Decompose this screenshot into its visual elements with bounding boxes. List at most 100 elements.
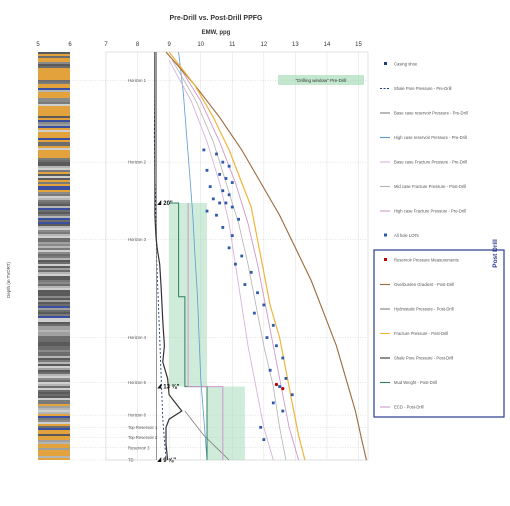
lithology-band xyxy=(38,262,70,264)
lithology-band xyxy=(38,346,70,348)
lithology-band xyxy=(38,100,70,102)
lot-point xyxy=(271,323,275,327)
lithology-band xyxy=(38,352,70,354)
lot-point xyxy=(227,246,231,250)
lithology-band xyxy=(38,370,70,372)
lithology-band xyxy=(38,336,70,338)
legend-swatch xyxy=(384,258,387,261)
lithology-band xyxy=(38,448,70,450)
lithology-band xyxy=(38,422,70,424)
lithology-band xyxy=(38,238,70,240)
lot-point xyxy=(230,205,234,209)
lithology-band xyxy=(38,362,70,364)
lithology-band xyxy=(38,394,70,396)
lithology-band xyxy=(38,176,70,178)
horizon-label: Horizon 3 xyxy=(128,237,147,242)
lithology-band xyxy=(38,216,70,218)
legend: Casing shoe Shale Pore Pressure - Pre-Dri… xyxy=(373,62,505,418)
lithology-band xyxy=(38,282,70,284)
lithology-band xyxy=(38,416,70,418)
lithology-band xyxy=(38,256,70,258)
lithology-band xyxy=(38,356,70,358)
lithology-band xyxy=(38,294,70,296)
lithology-band xyxy=(38,146,70,148)
lithology-band xyxy=(38,82,70,84)
lithology-band xyxy=(38,52,70,54)
horizon-label: TD xyxy=(128,458,134,463)
lithology-band xyxy=(38,178,70,180)
lithology-band xyxy=(38,426,70,428)
lithology-band xyxy=(38,300,70,302)
lithology-column xyxy=(38,52,70,460)
x-tick-label: 7 xyxy=(104,42,108,48)
lithology-band xyxy=(38,428,70,430)
chart-labels: Horizon 1 Horizon 2 Horizon 3 Horizon 4 Hori… xyxy=(128,75,364,464)
legend-label: Base case Fracture Pressure - Pre-Drill xyxy=(394,160,467,165)
lithology-band xyxy=(38,94,70,96)
series-lines xyxy=(153,51,367,461)
lithology-band xyxy=(38,444,70,446)
lithology-band xyxy=(38,314,70,316)
legend-label: Mud Weight - Post-Drill xyxy=(394,380,437,385)
lithology-band xyxy=(38,66,70,68)
legend-label: ECD - Post-Drill xyxy=(394,405,424,410)
lithology-band xyxy=(38,364,70,366)
lithology-band xyxy=(38,366,70,368)
x-tick-label: 10 xyxy=(197,42,204,48)
lithology-band xyxy=(38,130,70,132)
lithology-band xyxy=(38,220,70,222)
horizon-label: Horizon 4 xyxy=(128,335,147,340)
lithology-band xyxy=(38,200,70,202)
lithology-band xyxy=(38,234,70,236)
lithology-band xyxy=(38,286,70,288)
lithology-band xyxy=(38,88,70,90)
lithology-band xyxy=(38,156,70,158)
lithology-band xyxy=(38,140,70,142)
lithology-band xyxy=(38,420,70,422)
lot-point xyxy=(234,262,237,266)
lithology-band xyxy=(38,126,70,128)
lithology-band xyxy=(38,96,70,98)
legend-label: Casing shoe xyxy=(394,62,418,67)
lithology-band xyxy=(38,296,70,298)
lithology-band xyxy=(38,74,70,76)
lot-point xyxy=(215,213,218,217)
lithology-band xyxy=(38,412,70,414)
lithology-band xyxy=(38,270,70,272)
lithology-band xyxy=(38,342,70,344)
x-tick-label: 9 xyxy=(167,42,171,48)
lot-point xyxy=(221,189,225,193)
casing-shoe-marker xyxy=(157,199,162,205)
lithology-band xyxy=(38,218,70,220)
lithology-band xyxy=(38,70,70,72)
series-line xyxy=(171,59,287,461)
lot-point xyxy=(205,209,209,213)
lith-tick-label: 5 xyxy=(36,42,40,48)
lithology-band xyxy=(38,212,70,214)
lithology-band xyxy=(38,276,70,278)
lithology-band xyxy=(38,78,70,80)
lithology-band xyxy=(38,162,70,164)
lithology-band xyxy=(38,194,70,196)
lot-point xyxy=(218,173,222,176)
lithology-band xyxy=(38,170,70,172)
lithology-band xyxy=(38,58,70,60)
casing-label: 13 ⅜" xyxy=(163,385,179,391)
lithology-band xyxy=(38,150,70,152)
lithology-band xyxy=(38,116,70,118)
legend-label: High case Fracture Pressure - Pre-Drill xyxy=(394,209,466,214)
lithology-band xyxy=(38,410,70,412)
lithology-band xyxy=(38,446,70,448)
lithology-band xyxy=(38,402,70,404)
horizon-label: Horizon 2 xyxy=(128,160,147,165)
lot-point xyxy=(227,164,231,168)
lithology-band xyxy=(38,248,70,250)
lithology-band xyxy=(38,180,70,182)
lithology-band xyxy=(38,196,70,198)
lithology-band xyxy=(38,112,70,114)
lithology-band xyxy=(38,154,70,156)
lithology-band xyxy=(38,98,70,100)
lithology-band xyxy=(38,160,70,162)
lithology-band xyxy=(38,424,70,426)
lithology-band xyxy=(38,298,70,300)
